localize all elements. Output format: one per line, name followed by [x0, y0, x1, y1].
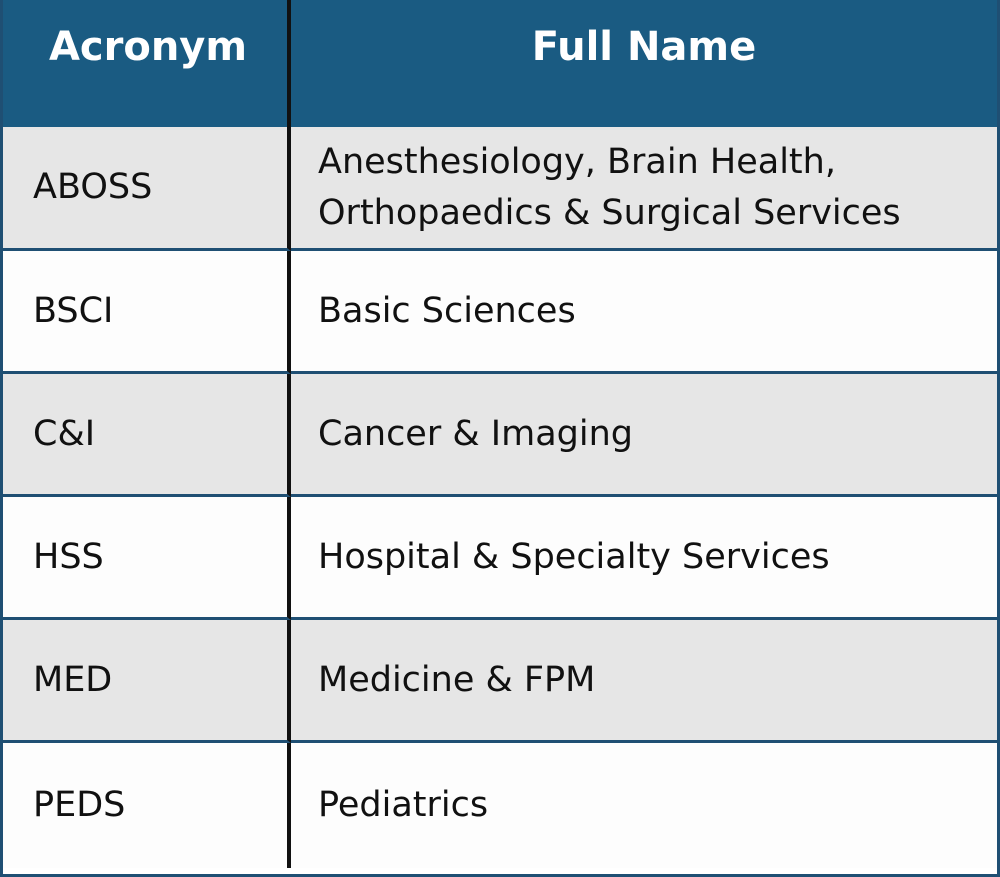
acronym-text: BSCI [33, 290, 114, 331]
full-name-cell: Basic Sciences [291, 251, 997, 374]
full-name-text: Pediatrics [318, 785, 489, 826]
full-name-text: Medicine & FPM [318, 659, 596, 700]
acronym-cell: BSCI [3, 251, 291, 374]
full-name-cell: Medicine & FPM [291, 620, 997, 743]
acronym-cell: MED [3, 620, 291, 743]
full-name-line: Orthopaedics & Surgical Services [318, 192, 901, 233]
full-name-text: Hospital & Specialty Services [318, 536, 830, 577]
full-name-text: Basic Sciences [318, 290, 576, 331]
acronym-cell: C&I [3, 374, 291, 497]
acronym-cell: ABOSS [3, 127, 291, 251]
full-name-cell: Pediatrics [291, 743, 997, 868]
header-acronym: Acronym [3, 0, 291, 127]
full-name-cell: Hospital & Specialty Services [291, 497, 997, 620]
acronym-text: PEDS [33, 785, 126, 826]
acronym-text: MED [33, 659, 113, 700]
full-name-cell: Cancer & Imaging [291, 374, 997, 497]
full-name-line: Anesthesiology, Brain Health, [318, 141, 836, 182]
acronym-cell: PEDS [3, 743, 291, 868]
header-full-name: Full Name [291, 0, 997, 127]
acronym-text: ABOSS [33, 167, 153, 208]
acronym-text: C&I [33, 413, 96, 454]
full-name-cell: Anesthesiology, Brain Health, Orthopaedi… [291, 127, 997, 251]
acronym-cell: HSS [3, 497, 291, 620]
acronym-text: HSS [33, 536, 104, 577]
full-name-text: Cancer & Imaging [318, 413, 633, 454]
